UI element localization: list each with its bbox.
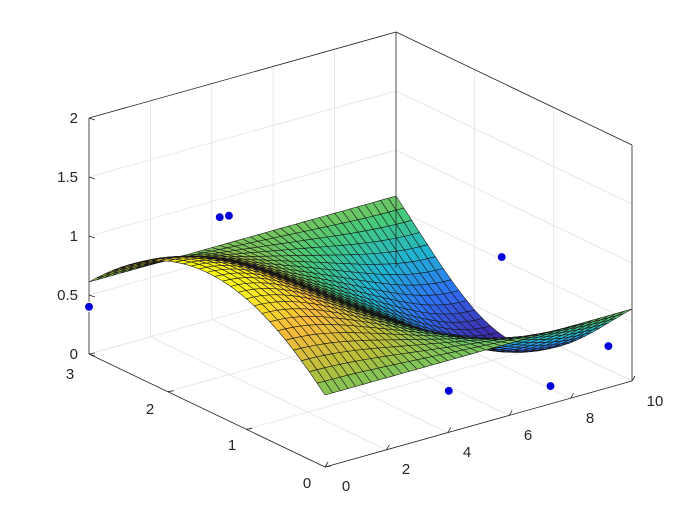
x-tick-mark — [508, 410, 513, 416]
z-tick-mark — [88, 294, 96, 298]
gridline — [88, 90, 397, 178]
z-tick-mark — [88, 176, 96, 180]
z-tick-mark — [88, 353, 96, 357]
y-tick-mark — [88, 352, 96, 355]
y-tick-label: 3 — [66, 366, 74, 383]
z-tick-label: 0 — [70, 346, 78, 363]
scatter-point — [83, 301, 95, 312]
z-tick-label: 1.5 — [57, 169, 78, 186]
gridline — [246, 342, 554, 430]
z-tick-label: 2 — [70, 110, 78, 127]
scatter-point — [545, 381, 556, 392]
x-tick-label: 6 — [524, 427, 532, 444]
scatter-points — [83, 210, 614, 396]
gridline — [395, 90, 633, 205]
x-tick-label: 0 — [342, 478, 350, 495]
gridline — [150, 336, 387, 451]
y-tick-mark — [246, 427, 253, 430]
x-tick-mark — [631, 375, 636, 382]
axis-line — [88, 353, 326, 468]
scatter-point — [223, 210, 234, 221]
y-tick-mark — [324, 465, 332, 468]
scatter-point — [443, 385, 454, 396]
x-tick-label: 4 — [463, 444, 471, 461]
scatter-point — [496, 252, 507, 263]
y-tick-label: 1 — [228, 437, 236, 454]
z-tick-mark — [88, 117, 96, 121]
y-tick-mark — [167, 390, 174, 393]
gridline — [395, 208, 633, 323]
y-tick-label: 0 — [303, 475, 311, 492]
surface-patch — [616, 308, 633, 316]
surface-mesh — [88, 195, 633, 396]
x-tick-mark — [570, 392, 574, 399]
z-tick-label: 0.5 — [57, 287, 78, 304]
y-axis-tick-labels: 0 1 2 3 — [66, 366, 311, 492]
axis-line — [395, 31, 633, 146]
z-tick-label: 1 — [70, 228, 78, 245]
x-tick-label: 2 — [402, 461, 410, 478]
x-tick-mark — [324, 461, 329, 468]
z-tick-mark — [88, 235, 96, 239]
x-tick-mark — [447, 427, 452, 433]
scatter-point — [214, 212, 225, 223]
scatter-point — [603, 341, 614, 352]
gridline — [88, 149, 397, 237]
axes-box — [88, 31, 636, 468]
gridline — [395, 149, 633, 264]
axis-line — [88, 31, 397, 119]
x-tick-label: 10 — [647, 393, 664, 410]
z-axis-tick-labels: 0 0.5 1 1.5 2 — [57, 110, 78, 363]
x-tick-label: 8 — [586, 410, 594, 427]
x-axis-tick-labels: 0 2 4 6 8 10 — [342, 393, 664, 495]
axis-line — [324, 380, 633, 468]
x-tick-mark — [386, 444, 390, 451]
y-tick-label: 2 — [146, 401, 154, 418]
